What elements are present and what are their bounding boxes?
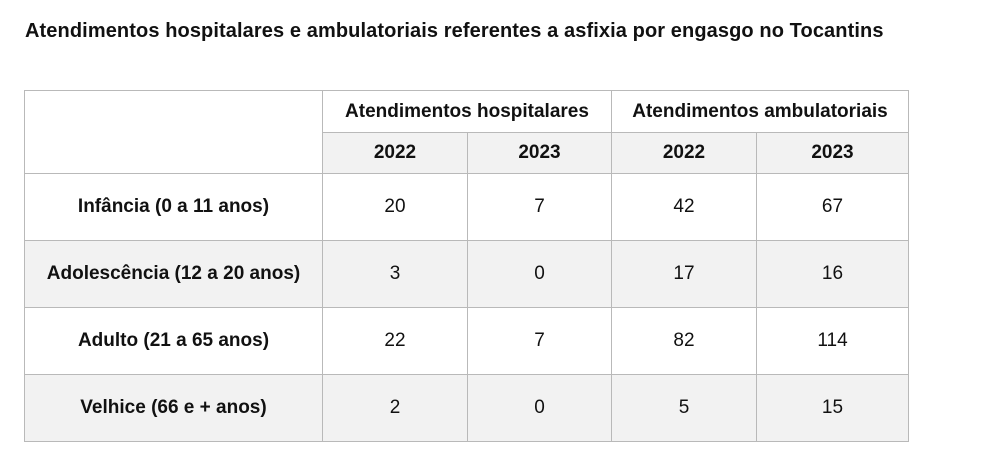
table-cell: 7 xyxy=(467,173,612,241)
table-cell: 16 xyxy=(756,240,909,308)
table-cell: 42 xyxy=(611,173,757,241)
corner-cell xyxy=(24,90,323,174)
table-cell: 2 xyxy=(322,374,468,442)
group-header-hospitalares: Atendimentos hospitalares xyxy=(322,90,612,133)
row-label: Adolescência (12 a 20 anos) xyxy=(24,240,323,308)
table-cell: 22 xyxy=(322,307,468,375)
table-cell: 0 xyxy=(467,240,612,308)
group-header-ambulatoriais: Atendimentos ambulatoriais xyxy=(611,90,909,133)
table-cell: 67 xyxy=(756,173,909,241)
table-row: Adolescência (12 a 20 anos) 3 0 17 16 xyxy=(24,240,909,308)
year-header: 2023 xyxy=(756,132,909,174)
table-cell: 114 xyxy=(756,307,909,375)
row-label: Infância (0 a 11 anos) xyxy=(24,173,323,241)
table-row: Velhice (66 e + anos) 2 0 5 15 xyxy=(24,374,909,442)
year-header: 2023 xyxy=(467,132,612,174)
table-cell: 0 xyxy=(467,374,612,442)
table-row: Adulto (21 a 65 anos) 22 7 82 114 xyxy=(24,307,909,375)
year-header: 2022 xyxy=(322,132,468,174)
table-cell: 20 xyxy=(322,173,468,241)
page-title: Atendimentos hospitalares e ambulatoriai… xyxy=(25,20,884,42)
data-table: Atendimentos hospitalares Atendimentos a… xyxy=(24,90,909,442)
table-cell: 15 xyxy=(756,374,909,442)
row-label: Velhice (66 e + anos) xyxy=(24,374,323,442)
year-header: 2022 xyxy=(611,132,757,174)
row-label: Adulto (21 a 65 anos) xyxy=(24,307,323,375)
table-row: Infância (0 a 11 anos) 20 7 42 67 xyxy=(24,173,909,241)
table-cell: 5 xyxy=(611,374,757,442)
table-cell: 7 xyxy=(467,307,612,375)
table-cell: 3 xyxy=(322,240,468,308)
table-cell: 82 xyxy=(611,307,757,375)
table-cell: 17 xyxy=(611,240,757,308)
